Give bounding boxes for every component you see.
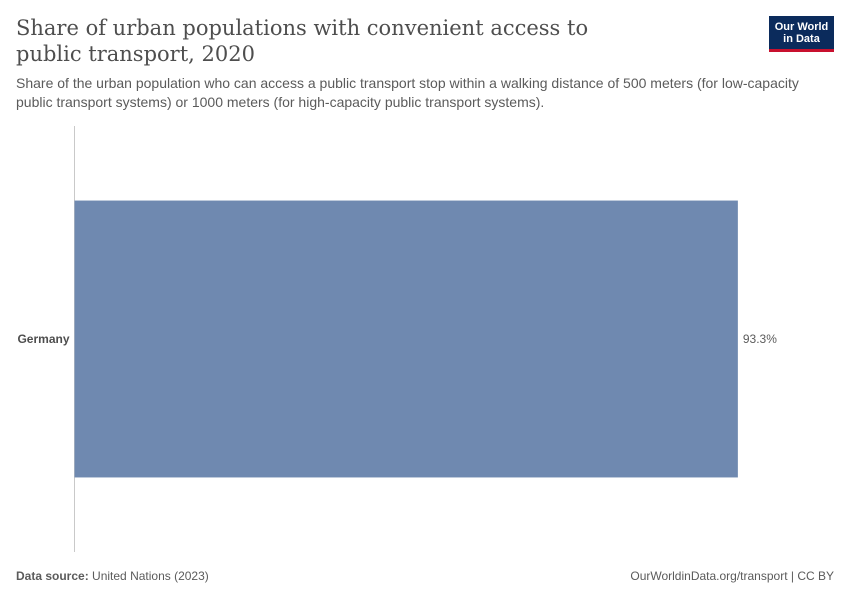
data-source-value: United Nations (2023) [92,569,209,583]
data-source: Data source: United Nations (2023) [16,569,209,583]
footer-url[interactable]: OurWorldinData.org/transport | CC BY [630,569,834,583]
logo-line-1: Our World [774,20,829,33]
bars-group: Germany 93.3% [17,200,777,478]
logo-line-2: in Data [783,32,820,45]
chart-subtitle: Share of the urban population who can ac… [16,75,799,110]
bar-germany[interactable] [74,200,738,478]
category-label: Germany [17,332,69,346]
data-source-label: Data source: [16,569,89,583]
owid-logo[interactable]: Our World in Data [769,16,834,52]
value-label: 93.3% [743,332,777,346]
chart-title: Share of urban populations with convenie… [16,16,589,66]
